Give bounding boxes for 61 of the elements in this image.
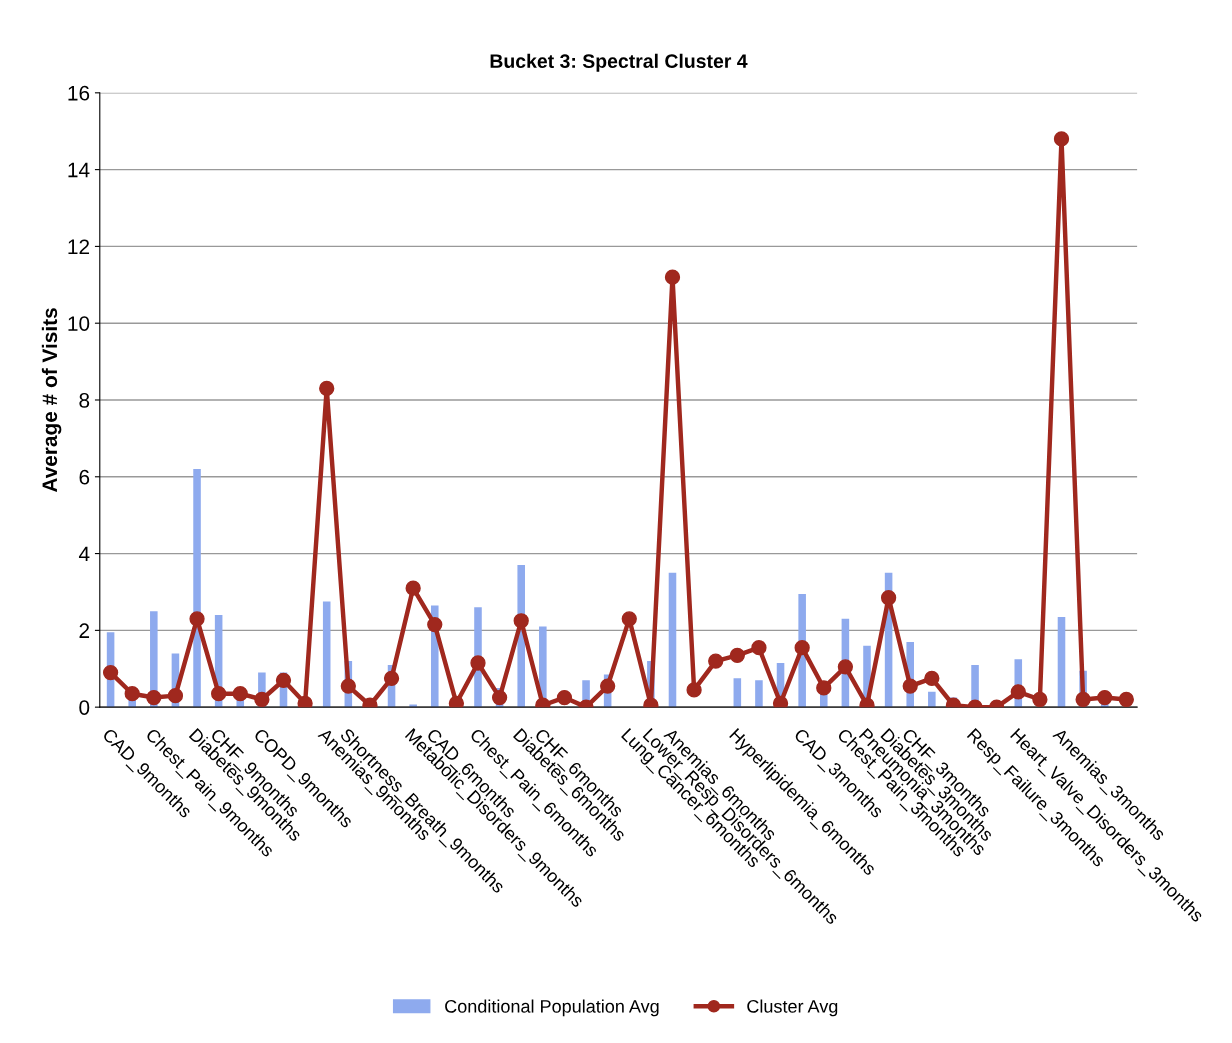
point <box>297 695 313 708</box>
bar <box>733 678 742 708</box>
point <box>556 689 573 706</box>
point <box>124 686 140 702</box>
point <box>924 670 940 686</box>
y-tick-label: 8 <box>79 392 90 408</box>
point <box>794 640 810 656</box>
point <box>448 695 465 708</box>
y-tick-label: 0 <box>79 700 90 715</box>
point <box>275 672 292 688</box>
point <box>383 670 400 686</box>
point <box>816 680 832 696</box>
point <box>427 616 443 633</box>
legend-label: Cluster Avg <box>747 999 838 1017</box>
point <box>902 678 918 694</box>
bar <box>755 680 763 708</box>
y-axis-title: Average # of Visits <box>41 308 62 493</box>
y-tick-label: 12 <box>68 239 90 254</box>
bar <box>1057 616 1066 708</box>
legend-label: Conditional Population Avg <box>445 999 659 1017</box>
point <box>470 655 486 671</box>
bar <box>668 572 677 708</box>
bar <box>409 704 417 708</box>
point <box>1053 131 1070 147</box>
y-tick-label: 2 <box>79 623 90 638</box>
point <box>102 664 119 681</box>
point <box>1118 691 1134 708</box>
bar <box>928 691 936 708</box>
point <box>513 613 529 629</box>
y-tick-label: 6 <box>79 469 90 485</box>
point <box>880 590 897 606</box>
point <box>1010 684 1026 700</box>
point <box>167 687 184 704</box>
y-tick-label: 16 <box>68 85 90 101</box>
point <box>686 682 702 698</box>
point <box>708 653 724 669</box>
point <box>232 686 248 702</box>
point <box>751 640 767 656</box>
chart-title: Bucket 3: Spectral Cluster 4 <box>490 53 748 72</box>
point <box>1097 689 1113 706</box>
y-tick-label: 14 <box>68 162 90 178</box>
point <box>405 580 421 596</box>
y-tick-label: 4 <box>78 546 90 562</box>
point <box>1075 691 1091 708</box>
point <box>600 678 616 694</box>
point <box>340 678 356 694</box>
point <box>189 611 205 627</box>
point <box>146 689 162 706</box>
point <box>729 647 745 663</box>
bar <box>193 469 201 708</box>
point <box>319 380 335 397</box>
bar <box>322 601 331 708</box>
point <box>621 611 637 627</box>
point <box>837 659 854 675</box>
point <box>772 695 789 708</box>
point <box>491 689 508 706</box>
point <box>254 691 270 708</box>
point <box>1032 691 1048 708</box>
y-tick-label: 10 <box>68 316 90 331</box>
point <box>664 269 681 285</box>
point <box>211 686 227 702</box>
